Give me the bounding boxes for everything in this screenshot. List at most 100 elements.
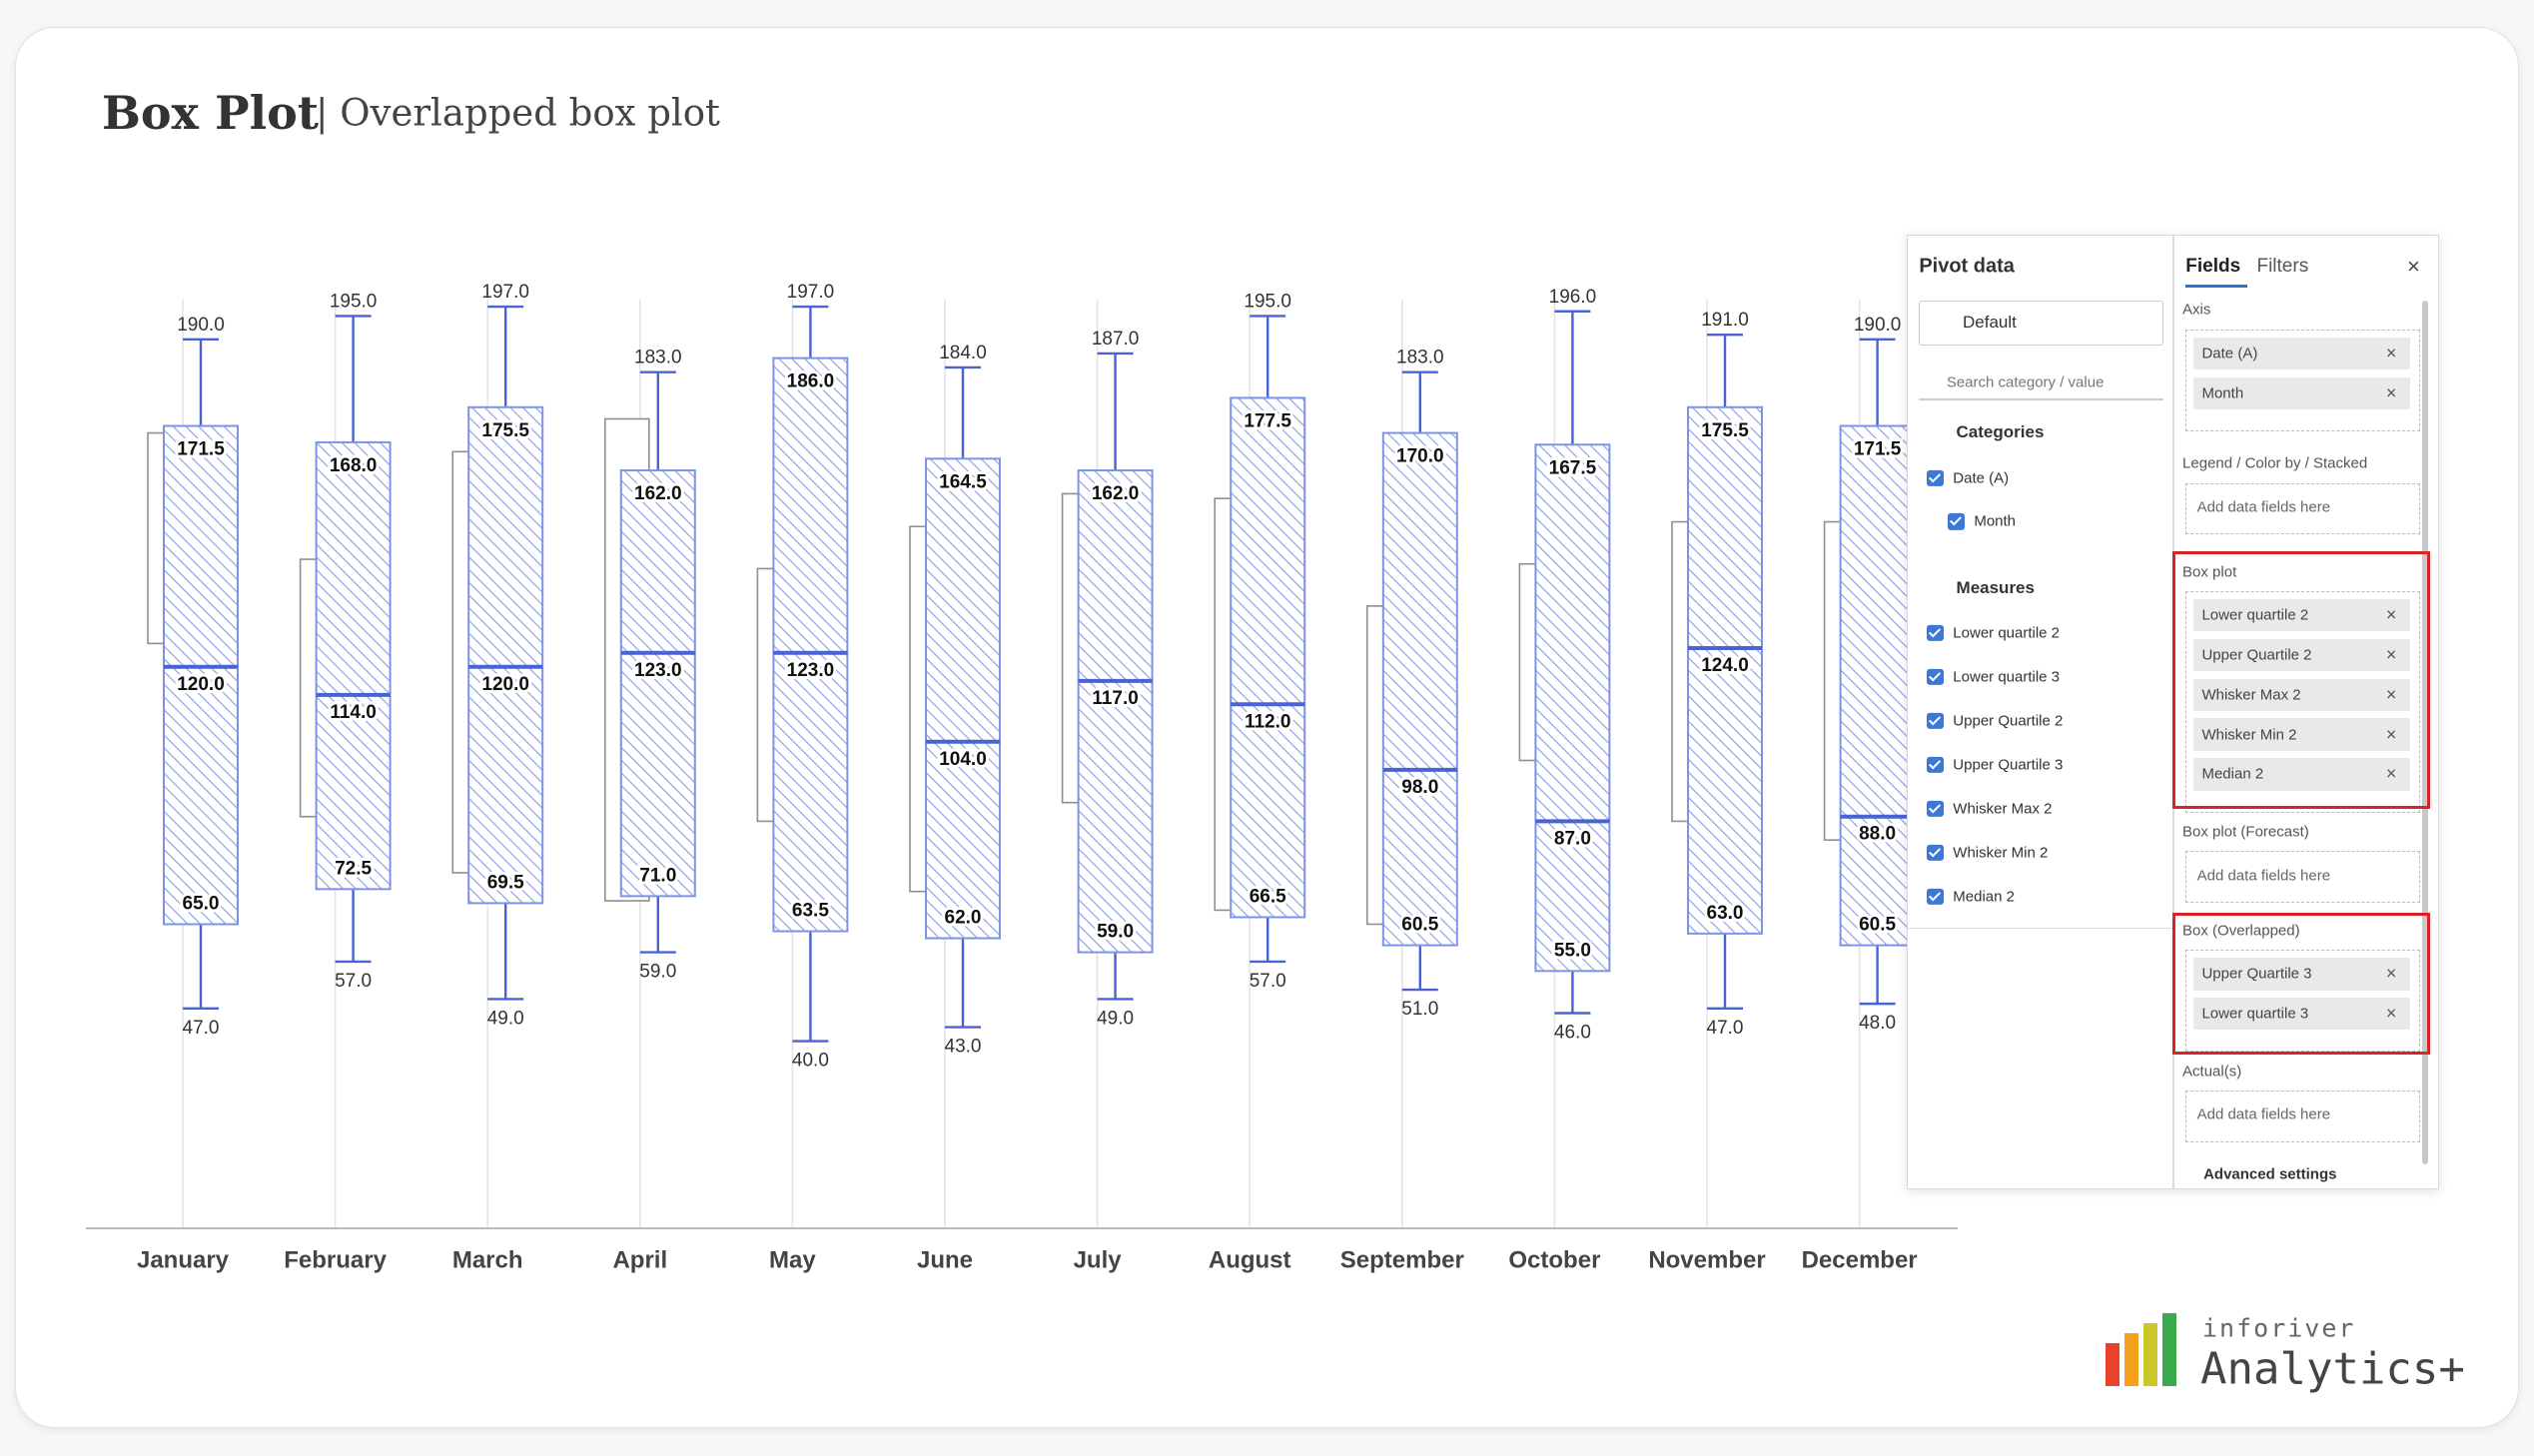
logo-bar	[2143, 1323, 2157, 1386]
field-chip	[2193, 337, 2411, 370]
median-label: 104.0	[939, 749, 987, 770]
category-item: Month	[1974, 512, 2017, 530]
placeholder: Add data fields here	[2196, 1105, 2331, 1123]
box	[1839, 424, 1916, 947]
whisker-lower	[1250, 917, 1286, 964]
max-label: 195.0	[1244, 291, 1291, 312]
x-tick-label: July	[1074, 1246, 1123, 1273]
field-chip	[2193, 638, 2411, 672]
x-tick-label: December	[1802, 1246, 1918, 1273]
lower-quartile-label: 65.0	[183, 893, 220, 914]
box	[315, 440, 392, 891]
section-title: Axis	[2182, 301, 2211, 319]
search-input: Search category / value	[1946, 373, 2105, 391]
checkbox	[1927, 844, 1944, 862]
max-label: 184.0	[939, 343, 987, 364]
whisker-upper	[945, 365, 981, 459]
median-label: 88.0	[1859, 824, 1896, 845]
chip-label: Lower quartile 3	[2201, 1005, 2309, 1023]
checkbox	[1927, 668, 1944, 686]
advanced-settings: Advanced settings	[2203, 1165, 2337, 1183]
upper-quartile-label: 167.5	[1549, 457, 1597, 478]
min-label: 48.0	[1859, 1013, 1896, 1034]
upper-quartile-label: 171.5	[177, 439, 225, 460]
whisker-upper	[1707, 333, 1743, 407]
x-tick-label: August	[1209, 1246, 1291, 1273]
measure-item: Upper Quartile 3	[1953, 756, 2064, 774]
upper-quartile-label: 175.5	[1701, 420, 1749, 441]
chip-label: Upper Quartile 2	[2201, 646, 2312, 664]
categories-title: Categories	[1956, 422, 2045, 442]
tab: Filters	[2256, 255, 2309, 277]
chip-remove: ×	[2385, 763, 2397, 784]
x-tick-label: September	[1340, 1246, 1464, 1273]
placeholder: Add data fields here	[2196, 498, 2331, 516]
view-name: Default	[1963, 313, 2017, 333]
chip-remove: ×	[2385, 684, 2397, 705]
checkbox	[1927, 712, 1944, 730]
logo-brand: inforiver	[2202, 1313, 2356, 1343]
chip-label: Median 2	[2201, 765, 2264, 783]
view-dropdown	[1919, 300, 2163, 347]
lower-quartile-label: 63.5	[792, 901, 829, 922]
field-chip	[2193, 599, 2411, 632]
median-label: 123.0	[787, 660, 835, 681]
pivot-panel: Pivot data Default Search category / value…	[1907, 235, 2439, 1189]
box	[1381, 431, 1458, 947]
median-label: 114.0	[330, 702, 377, 723]
lower-quartile-label: 63.0	[1707, 903, 1744, 924]
upper-quartile-label: 170.0	[1396, 446, 1444, 467]
min-label: 49.0	[1097, 1008, 1134, 1029]
lower-quartile-label: 66.5	[1250, 886, 1286, 907]
whisker-lower	[183, 924, 219, 1010]
box	[1230, 396, 1306, 919]
checkbox	[1927, 469, 1944, 486]
box	[1687, 405, 1763, 935]
tab-underline	[2185, 284, 2247, 288]
whisker-lower	[1401, 945, 1438, 992]
chip-remove: ×	[2385, 644, 2397, 665]
median-label: 117.0	[1092, 688, 1139, 709]
box	[619, 469, 696, 898]
lower-quartile-label: 59.0	[1097, 922, 1134, 943]
box	[163, 424, 239, 926]
upper-quartile-label: 162.0	[634, 483, 682, 504]
max-label: 183.0	[1396, 348, 1444, 368]
chip-remove: ×	[2385, 1003, 2397, 1024]
panel-title: Pivot data	[1919, 255, 2015, 278]
drop-zone	[2185, 851, 2420, 904]
upper-quartile-label: 162.0	[1092, 483, 1140, 504]
highlight	[2172, 912, 2430, 1056]
median-label: 120.0	[177, 674, 225, 695]
x-tick-label: November	[1648, 1246, 1765, 1273]
section-title: Actual(s)	[2182, 1063, 2242, 1080]
min-label: 57.0	[1250, 971, 1286, 992]
min-label: 59.0	[639, 962, 676, 983]
measure-item: Lower quartile 2	[1953, 624, 2061, 642]
x-tick-label: March	[452, 1246, 523, 1273]
drop-zone	[2185, 950, 2420, 1053]
field-chip	[2193, 758, 2411, 791]
lower-quartile-label: 55.0	[1554, 940, 1591, 961]
median-label: 120.0	[481, 674, 529, 695]
whisker-lower	[1097, 952, 1134, 1001]
median-label: 123.0	[634, 660, 682, 681]
measures-title: Measures	[1956, 577, 2035, 597]
category-item: Date (A)	[1953, 469, 2010, 487]
box	[1077, 469, 1154, 954]
checkbox	[1927, 800, 1944, 818]
upper-quartile-label: 186.0	[787, 371, 835, 392]
checkbox	[1927, 756, 1944, 774]
whisker-upper	[183, 338, 219, 426]
drop-zone	[2185, 482, 2420, 535]
min-label: 43.0	[945, 1037, 982, 1058]
max-label: 191.0	[1701, 310, 1749, 331]
chip-remove: ×	[2385, 724, 2397, 745]
field-chip	[2193, 718, 2411, 751]
whisker-lower	[1554, 971, 1591, 1015]
drop-zone	[2185, 329, 2420, 432]
box	[772, 357, 849, 933]
chip-label: Lower quartile 2	[2201, 606, 2309, 624]
